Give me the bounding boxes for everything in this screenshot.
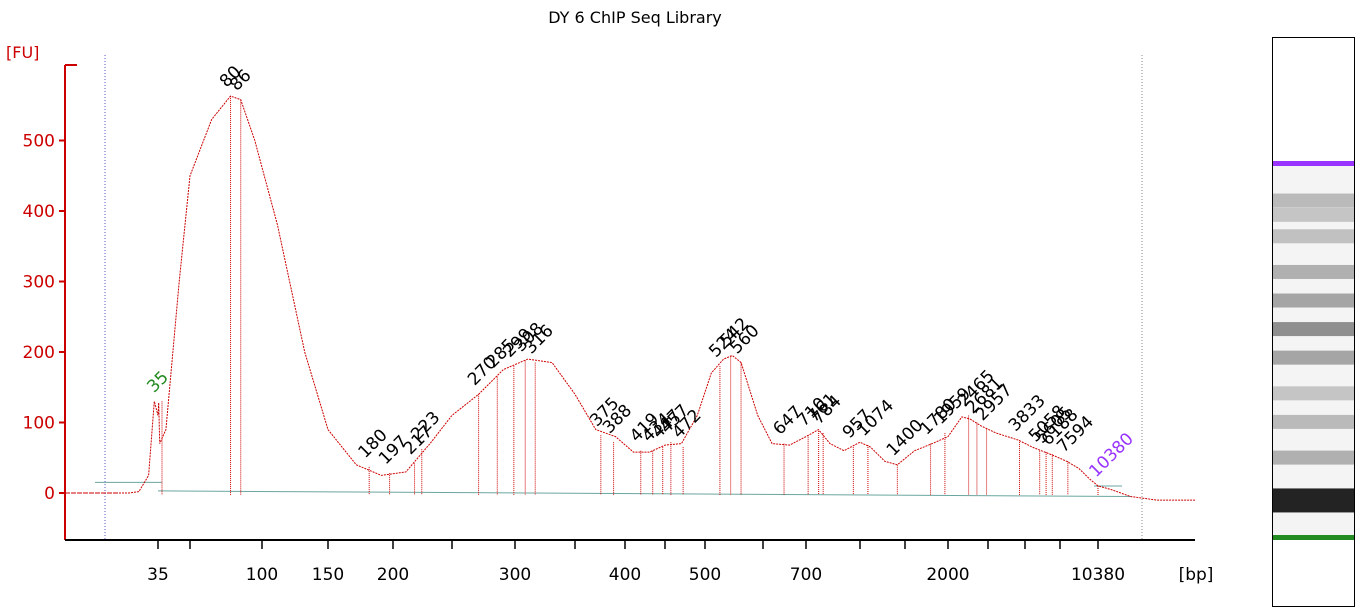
electropherogram-chart: [FU] 0 100 200 300 400 500 35 100 150 200 300 400 500… (6, 43, 1213, 585)
x-tick-label: 500 (689, 565, 721, 585)
gel-upper-marker (1273, 161, 1354, 166)
upper-marker-label: 10380 (1085, 429, 1137, 481)
x-tick-label: 100 (246, 565, 278, 585)
gel-band (1273, 293, 1354, 308)
y-tick-label: 500 (23, 132, 55, 152)
x-tick-label: 35 (147, 565, 169, 585)
x-tick-label: 10380 (1071, 565, 1125, 585)
y-tick-label: 300 (23, 273, 55, 293)
fitted-baseline (157, 490, 1131, 498)
y-tick-label: 100 (23, 414, 55, 434)
x-tick-label: 700 (790, 565, 822, 585)
gel-lower-marker (1273, 535, 1354, 540)
gel-band (1273, 264, 1354, 279)
gel-lane-background (1273, 164, 1354, 537)
plot-area: [FU] 0 100 200 300 400 500 35 100 150 200 300 400 500… (6, 43, 1213, 585)
gel-band (1273, 193, 1354, 208)
chart-title: DY 6 ChIP Seq Library (548, 8, 722, 27)
x-tick-label: 2000 (926, 565, 969, 585)
gel-lane (1272, 37, 1355, 607)
y-tick-label: 0 (44, 484, 55, 504)
gel-band (1273, 207, 1354, 222)
x-tick-label: 150 (312, 565, 344, 585)
gel-image (1272, 37, 1355, 607)
lower-marker-label: 35 (143, 367, 172, 396)
x-tick-label: 300 (499, 565, 531, 585)
gel-band (1273, 350, 1354, 365)
gel-band (1273, 450, 1354, 465)
y-tick-label: 200 (23, 343, 55, 363)
gel-band (1273, 322, 1354, 337)
x-axis-label: [bp] (1179, 565, 1214, 585)
gel-band (1273, 386, 1354, 401)
x-tick-label: 400 (609, 565, 641, 585)
x-tick-label: 200 (377, 565, 409, 585)
y-axis-label: [FU] (6, 43, 39, 62)
signal-trace (65, 95, 1195, 501)
gel-band (1273, 229, 1354, 244)
y-tick-label: 400 (23, 202, 55, 222)
gel-band (1273, 414, 1354, 429)
gel-band (1273, 488, 1354, 513)
